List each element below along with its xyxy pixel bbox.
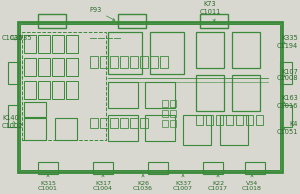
Bar (200, 14, 228, 28)
Bar (24, 102, 46, 117)
Bar (66, 58, 78, 76)
Text: K73
C1011: K73 C1011 (200, 2, 220, 21)
Bar (130, 56, 138, 68)
Text: K4
C1051: K4 C1051 (277, 121, 298, 134)
Bar (90, 118, 98, 128)
Text: K22
C1017: K22 C1017 (208, 175, 228, 191)
Bar (18, 22, 282, 172)
Bar (150, 56, 158, 68)
Bar (38, 162, 58, 174)
Bar (216, 115, 223, 125)
Bar (110, 56, 118, 68)
Bar (52, 81, 64, 99)
Bar (55, 118, 77, 140)
Bar (52, 35, 64, 53)
Bar (100, 118, 108, 128)
Bar (108, 32, 142, 74)
Bar (38, 58, 50, 76)
Bar (93, 162, 113, 174)
Bar (245, 162, 265, 174)
Bar (140, 118, 148, 128)
Bar (8, 105, 20, 127)
Bar (24, 35, 36, 53)
Text: K140
C1002: K140 C1002 (2, 115, 23, 128)
Bar (280, 62, 292, 84)
Bar (203, 162, 223, 174)
Bar (236, 115, 243, 125)
Bar (120, 56, 128, 68)
Text: K26
C1036: K26 C1036 (133, 175, 153, 191)
Text: P93: P93 (89, 7, 115, 20)
Bar (145, 82, 175, 108)
Text: K315
C1001: K315 C1001 (38, 175, 58, 191)
Text: V34
C1018: V34 C1018 (242, 175, 262, 191)
Bar (196, 115, 203, 125)
Bar (183, 115, 211, 145)
Bar (256, 115, 263, 125)
Bar (38, 81, 50, 99)
Bar (170, 110, 176, 117)
Bar (24, 118, 46, 140)
Bar (196, 32, 224, 68)
Bar (170, 100, 176, 107)
Text: K317
C1004: K317 C1004 (93, 175, 113, 191)
Text: C1035: C1035 (2, 35, 23, 41)
Bar (108, 82, 138, 108)
Bar (108, 115, 138, 141)
Bar (220, 115, 248, 145)
Bar (100, 56, 108, 68)
Bar (130, 118, 138, 128)
Bar (232, 32, 260, 68)
Bar (52, 58, 64, 76)
Bar (196, 75, 224, 111)
Bar (120, 118, 128, 128)
Bar (148, 162, 168, 174)
Bar (280, 105, 292, 127)
Bar (22, 32, 106, 140)
Text: K163
C1016: K163 C1016 (277, 95, 298, 108)
Bar (232, 75, 260, 111)
Bar (24, 58, 36, 76)
Bar (150, 32, 184, 74)
Bar (206, 115, 213, 125)
Bar (226, 115, 233, 125)
Bar (118, 14, 146, 28)
Bar (246, 115, 253, 125)
Bar (24, 81, 36, 99)
Bar (38, 14, 66, 28)
Bar (170, 120, 176, 127)
Bar (162, 120, 168, 127)
Bar (160, 56, 168, 68)
Bar (66, 81, 78, 99)
Text: K337
C1007: K337 C1007 (173, 175, 193, 191)
Bar (38, 35, 50, 53)
Text: C1035: C1035 (10, 35, 33, 41)
Bar (66, 35, 78, 53)
Text: K107
C1008: K107 C1008 (277, 68, 298, 81)
Bar (110, 118, 118, 128)
Text: K335
C1194: K335 C1194 (277, 36, 298, 48)
Bar (90, 56, 98, 68)
Bar (162, 110, 168, 117)
Bar (145, 115, 175, 141)
Bar (140, 56, 148, 68)
Bar (20, 24, 280, 170)
Bar (8, 62, 20, 84)
Bar (162, 100, 168, 107)
